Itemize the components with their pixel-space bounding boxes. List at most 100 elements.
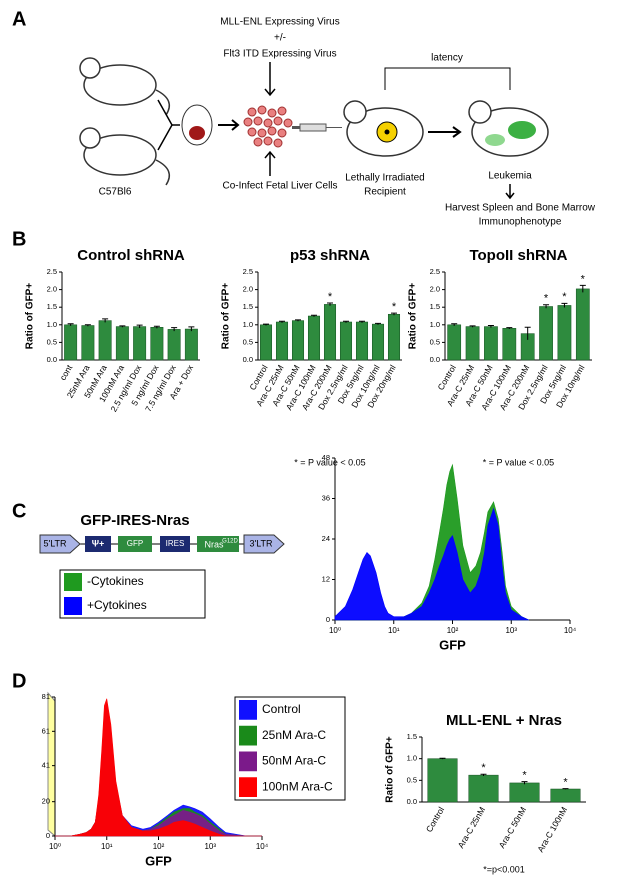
latency-bracket [384, 67, 511, 90]
y-tick-label: 0.0 [430, 355, 440, 364]
chart-title: p53 shRNA [290, 247, 370, 264]
bar [259, 324, 273, 361]
legend-swatch [64, 597, 82, 615]
error-bar [469, 325, 476, 328]
error-bar [451, 323, 458, 326]
error-bar [84, 324, 91, 327]
arrow [428, 126, 462, 138]
significance-mark: * [562, 291, 567, 303]
bar [323, 304, 337, 361]
y-tick-label: 81 [42, 692, 50, 701]
diagram-text: Leukemia [488, 171, 532, 182]
y-tick-label: 2.5 [47, 267, 57, 276]
y-tick-label: 1.5 [243, 302, 253, 311]
bar [81, 325, 95, 361]
y-tick-label: 1.5 [407, 732, 417, 741]
bar [550, 788, 581, 803]
construct-text: G12D [222, 539, 238, 545]
cells [243, 105, 293, 148]
significance-mark: * [544, 293, 549, 305]
y-tick-label: 0 [46, 831, 50, 840]
legend-swatch [239, 777, 257, 797]
x-axis-label: GFP [439, 637, 466, 652]
legend-label: +Cytokines [87, 598, 147, 612]
legend-label: Control [262, 702, 301, 716]
gfp-box [118, 536, 152, 552]
construct-text: Nras [204, 539, 224, 549]
significance-mark: * [392, 301, 397, 313]
error-bar [136, 324, 143, 328]
diagram-text: Co-Infect Fetal Liver Cells [222, 181, 337, 192]
x-axis-label: GFP [145, 853, 172, 868]
x-tick-label: 10² [153, 842, 165, 851]
y-tick-label: 1.0 [407, 754, 417, 763]
y-tick-label: 2.0 [430, 285, 440, 294]
y-tick-label: 1.0 [47, 320, 57, 329]
histogram-area [55, 698, 262, 837]
bar [291, 320, 305, 361]
legend-label: 50nM Ara-C [262, 754, 326, 768]
bar [184, 328, 198, 361]
y-tick-label: 0 [326, 615, 330, 624]
y-tick-label: 12 [322, 574, 330, 583]
radiation-icon [376, 121, 398, 143]
y-tick-label: 2.5 [430, 267, 440, 276]
bar [150, 327, 164, 361]
error-bar [102, 318, 109, 323]
y-axis-label: Ratio of GFP+ [25, 283, 36, 350]
construct-text: 3'LTR [249, 538, 273, 548]
x-tick-label: Ara-C 50nM [497, 805, 529, 850]
diagram-text: MLL-ENL Expressing Virus [220, 17, 340, 28]
error-bar [119, 325, 126, 328]
legend-swatch [239, 751, 257, 772]
panel-label: C [12, 500, 26, 522]
y-tick-label: 0.0 [407, 797, 417, 806]
y-tick-label: 2.5 [243, 267, 253, 276]
construct-text: Ψ+ [92, 538, 105, 548]
x-tick-label: Control [424, 805, 446, 834]
panel-label: B [12, 228, 26, 250]
arrow [218, 119, 240, 131]
histogram-area [334, 507, 530, 621]
error-bar [506, 327, 513, 330]
error-bar [263, 323, 269, 326]
embryo [181, 104, 213, 146]
y-tick-label: 1.5 [47, 302, 57, 311]
arrow [264, 150, 276, 176]
nras-box [197, 536, 239, 552]
y-tick-label: 0.0 [243, 355, 253, 364]
significance-mark: * [328, 291, 333, 303]
bar [468, 774, 499, 803]
arrow [264, 62, 276, 97]
significance-mark: * [481, 762, 486, 774]
legend-swatch [64, 573, 82, 591]
y-tick-label: 36 [322, 493, 330, 502]
x-tick-label: cont [58, 363, 75, 382]
syringe [292, 123, 342, 132]
bar [502, 328, 517, 361]
y-axis-label: Ratio of GFP+ [385, 736, 396, 803]
diagram-text: C57Bl6 [99, 187, 132, 198]
ltr [243, 534, 285, 554]
bar [427, 758, 458, 803]
y-tick-label: 1.5 [430, 302, 440, 311]
legend-swatch [239, 725, 257, 746]
diagram-text: latency [431, 53, 463, 64]
diagram-text: Immunophenotype [479, 217, 562, 228]
y-axis-label: Ratio of GFP+ [408, 283, 419, 350]
significance-mark: * [522, 770, 527, 782]
y-tick-label: 2.0 [47, 285, 57, 294]
x-tick-label: 10⁴ [256, 842, 269, 851]
chart-title: MLL-ENL + Nras [446, 712, 562, 729]
error-bar [327, 302, 333, 306]
y-tick-label: 0.5 [407, 775, 417, 784]
y-tick-label: 0.0 [47, 355, 57, 364]
legend-box [59, 569, 206, 619]
bar [167, 329, 181, 361]
construct-text: GFP [127, 539, 143, 548]
error-bar [562, 788, 569, 790]
construct-title: GFP-IRES-Nras [80, 512, 189, 529]
x-tick-label: Ara-C 25nM [456, 805, 488, 850]
